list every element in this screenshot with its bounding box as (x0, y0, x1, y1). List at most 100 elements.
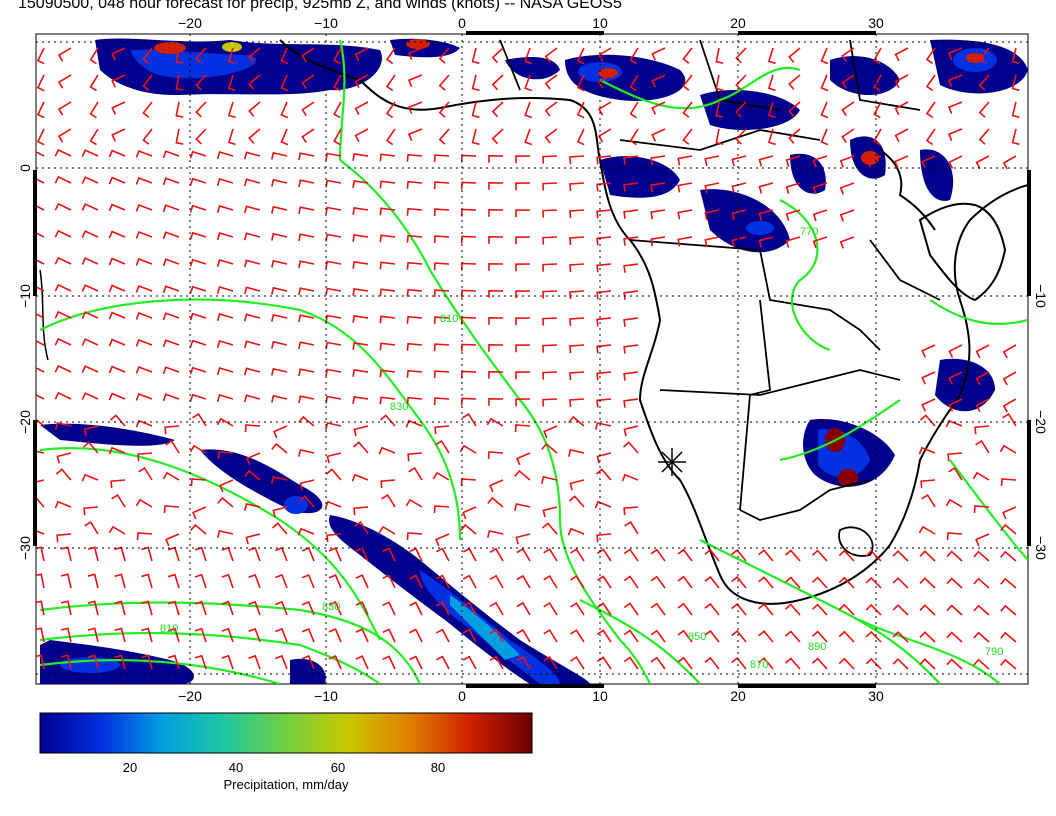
wind-barb (650, 155, 666, 166)
colorbar-ticks: 20 40 60 80 (123, 760, 445, 775)
wind-barb (623, 425, 639, 437)
wind-barb (194, 600, 207, 616)
wind-barb (36, 204, 45, 211)
wind-barb (243, 205, 261, 214)
wind-barb (162, 285, 180, 294)
wind-barb (216, 178, 234, 187)
wind-barb (162, 204, 180, 213)
wind-barb (271, 178, 288, 187)
wind-barb (735, 47, 747, 64)
wind-barb (135, 392, 153, 401)
wind-barb (135, 311, 153, 320)
wind-barb (975, 398, 990, 413)
wind-barb (36, 258, 45, 265)
wind-barb (81, 473, 99, 482)
wind-barb (217, 451, 234, 460)
wind-barb (812, 182, 828, 195)
wind-barb (243, 367, 261, 376)
lon-label: −10 (314, 688, 338, 704)
wind-barb (406, 207, 423, 216)
wind-barb (515, 155, 531, 164)
wind-barb (385, 101, 396, 119)
wind-barb (81, 203, 99, 211)
wind-barb (569, 209, 585, 219)
wind-barb (784, 603, 801, 616)
wind-barb (841, 74, 855, 90)
wind-barb (568, 495, 585, 508)
wind-barb (36, 496, 45, 508)
wind-barb (596, 371, 612, 381)
wind-barb (433, 316, 450, 325)
wind-barb (243, 259, 261, 268)
wind-barb (216, 313, 234, 322)
wind-barb (57, 74, 72, 89)
wind-barb (189, 231, 207, 240)
wind-barb (141, 600, 153, 616)
wind-barb (216, 151, 234, 160)
wind-barb (569, 371, 585, 381)
wind-barb (108, 311, 126, 320)
wind-barb (767, 101, 776, 119)
wind-barb (298, 314, 315, 323)
wind-barb (409, 655, 423, 670)
wind-barb (271, 313, 288, 322)
wind-barb (108, 230, 126, 239)
wind-barb (596, 317, 612, 327)
wind-barb (216, 417, 234, 427)
wind-barb (189, 258, 207, 267)
wind-barb (471, 101, 480, 119)
wind-barb (135, 203, 153, 212)
wind-barb (301, 573, 315, 589)
wind-barb (677, 656, 693, 670)
wind-barb (248, 627, 261, 643)
colorbar-tick: 80 (431, 760, 445, 775)
wind-barb (541, 442, 558, 454)
wind-barb (784, 549, 801, 562)
station-marker (658, 448, 686, 476)
wind-barb (165, 440, 180, 454)
wind-barb (135, 419, 153, 428)
wind-barb (651, 47, 666, 61)
wind-barb (163, 505, 180, 514)
wind-barb (333, 47, 342, 65)
wind-barb (248, 600, 261, 616)
wind-barb (946, 604, 963, 616)
wind-barb (488, 235, 504, 244)
wind-barb (839, 182, 855, 195)
lon-label: −10 (314, 15, 338, 31)
wind-barb (55, 468, 72, 481)
wind-barb (36, 339, 45, 346)
wind-barb (948, 398, 963, 412)
wind-barb (677, 602, 693, 616)
wind-barb (488, 316, 504, 325)
wind-barb (217, 496, 234, 508)
wind-barb (298, 233, 315, 242)
wind-barb (352, 233, 369, 242)
wind-barb (435, 547, 450, 562)
wind-barb (948, 155, 963, 169)
lon-label: 30 (868, 15, 884, 31)
wind-barb (812, 209, 828, 222)
wind-barb (195, 74, 207, 91)
wind-barb (221, 573, 234, 589)
wind-barb (301, 654, 315, 670)
wind-barb (460, 397, 477, 406)
wind-barb (328, 574, 342, 589)
wind-barb (333, 74, 342, 92)
wind-barb (297, 527, 315, 536)
wind-barb (975, 440, 990, 454)
wind-barb (354, 101, 369, 116)
wind-barb (595, 421, 612, 430)
wind-barb (194, 627, 207, 643)
wind-barb (460, 181, 477, 190)
lon-label: 0 (458, 688, 466, 704)
wind-barb (221, 654, 234, 670)
wind-barb (925, 74, 936, 92)
wind-barb (731, 629, 747, 643)
precip-colorbar (39, 712, 533, 754)
wind-barb (820, 128, 829, 146)
wind-barb (515, 182, 531, 191)
wind-barb (677, 155, 693, 166)
wind-barb (865, 603, 882, 616)
